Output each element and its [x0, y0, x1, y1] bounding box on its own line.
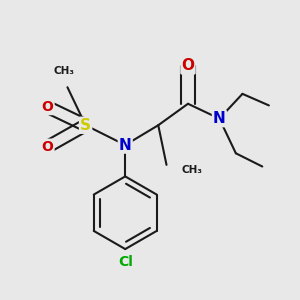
Text: Cl: Cl [118, 255, 133, 269]
Text: CH₃: CH₃ [54, 66, 75, 76]
Text: S: S [80, 118, 91, 133]
Text: CH₃: CH₃ [182, 165, 203, 175]
Text: O: O [182, 58, 194, 73]
Text: O: O [42, 140, 54, 154]
Text: O: O [42, 100, 54, 114]
Text: N: N [213, 111, 226, 126]
Text: N: N [119, 137, 132, 152]
